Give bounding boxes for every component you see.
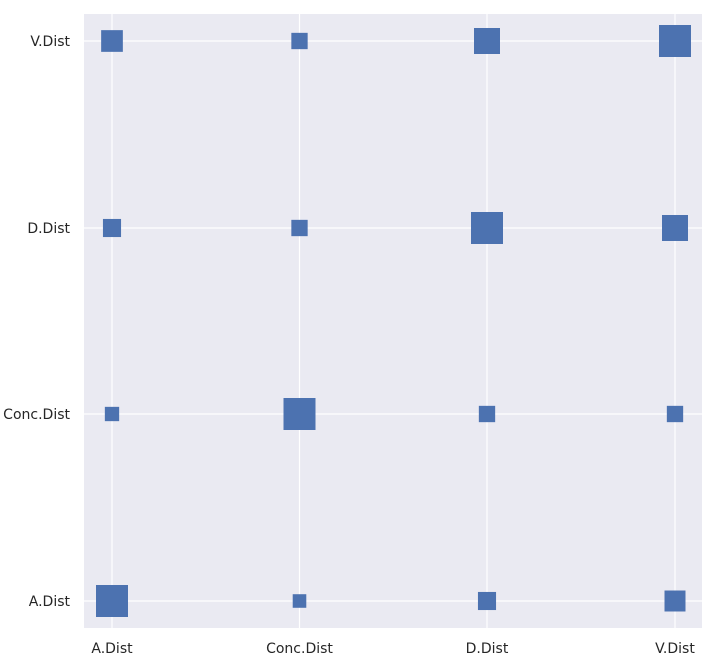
x-axis-tick-labels: A.Dist Conc.Dist D.Dist V.Dist	[91, 641, 695, 657]
data-markers	[96, 25, 691, 617]
marker-conc-dist-conc-dist	[283, 398, 316, 430]
marker-a-dist-v-dist	[101, 30, 123, 52]
x-tick-label: Conc.Dist	[266, 641, 333, 657]
plot-area	[84, 14, 702, 628]
marker-d-dist-d-dist	[471, 212, 503, 244]
marker-conc-dist-v-dist	[291, 32, 308, 50]
y-axis-tick-labels: A.Dist Conc.Dist D.Dist V.Dist	[3, 34, 70, 610]
marker-d-dist-v-dist	[474, 28, 500, 54]
y-tick-label: D.Dist	[27, 221, 70, 237]
y-tick-label: V.Dist	[30, 34, 70, 50]
marker-d-dist-conc-dist	[478, 405, 496, 423]
marker-conc-dist-a-dist	[292, 594, 307, 608]
x-tick-label: D.Dist	[466, 641, 509, 657]
marker-conc-dist-d-dist	[291, 219, 308, 237]
y-tick-label: Conc.Dist	[3, 407, 70, 423]
marker-a-dist-conc-dist	[104, 406, 120, 422]
x-tick-label: A.Dist	[91, 641, 133, 657]
marker-v-dist-a-dist	[664, 590, 686, 612]
y-tick-label: A.Dist	[29, 594, 71, 610]
marker-d-dist-a-dist	[477, 591, 497, 611]
marker-v-dist-d-dist	[662, 215, 688, 241]
grid-lines	[84, 14, 702, 628]
x-tick-label: V.Dist	[655, 641, 695, 657]
marker-a-dist-d-dist	[102, 218, 122, 238]
marker-v-dist-v-dist	[659, 25, 691, 57]
marker-a-dist-a-dist	[96, 585, 128, 617]
marker-v-dist-conc-dist	[666, 405, 684, 423]
